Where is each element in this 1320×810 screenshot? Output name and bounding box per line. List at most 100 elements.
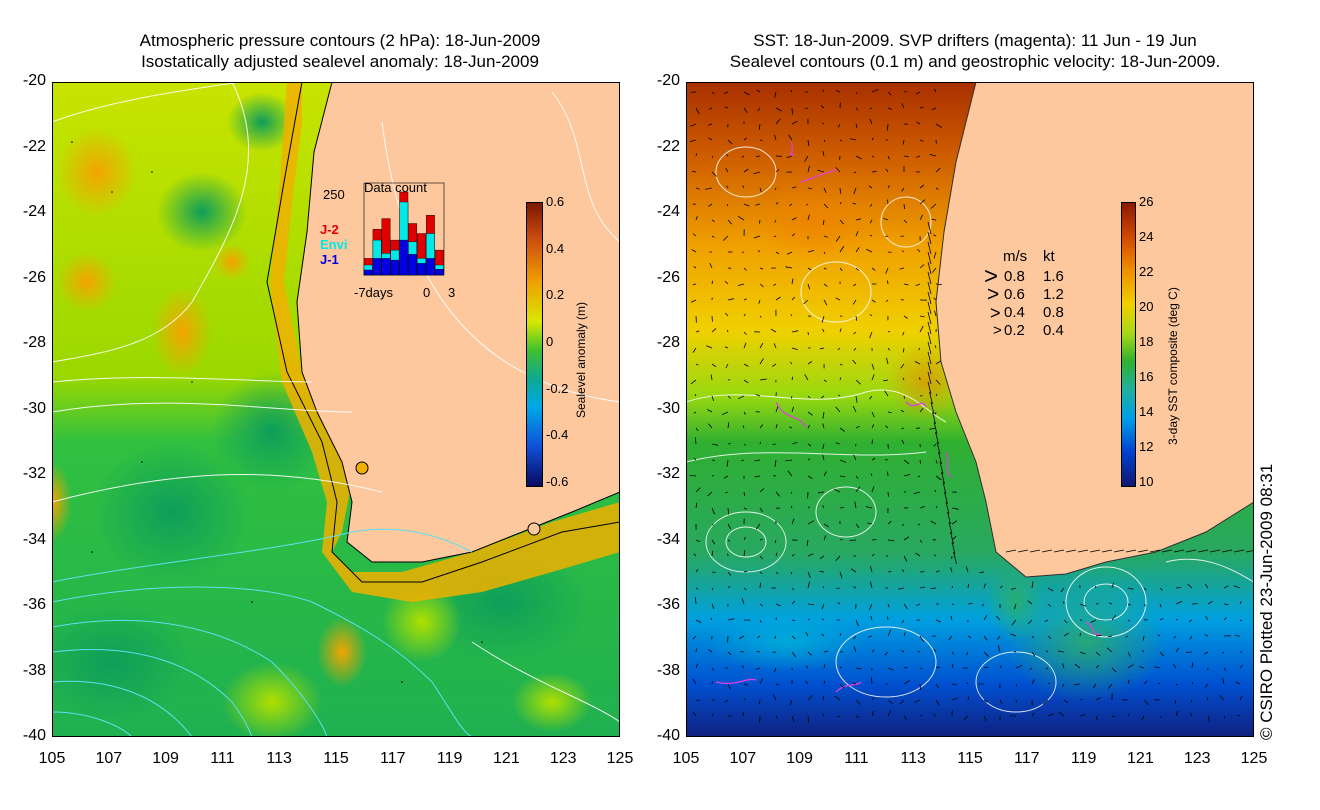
velocity-arrow — [887, 571, 892, 573]
velocity-arrow — [855, 218, 861, 221]
velocity-arrow — [1111, 582, 1114, 589]
velocity-arrow — [772, 693, 777, 701]
velocity-arrow — [1063, 619, 1068, 624]
sealevel-anomaly-image — [52, 82, 620, 737]
velocity-arrow — [853, 635, 857, 640]
velocity-arrow — [933, 713, 937, 717]
velocity-arrow — [834, 695, 841, 701]
velocity-arrow — [1027, 619, 1033, 625]
velocity-arrow — [743, 683, 749, 686]
velocity-arrow — [758, 299, 761, 304]
velocity-arrow — [1143, 603, 1147, 607]
velocity-arrow — [981, 603, 985, 607]
velocity-arrow — [1111, 667, 1117, 673]
histogram-bar-j1 — [381, 258, 391, 276]
y-tick-label: -34 — [22, 530, 46, 548]
velocity-arrow — [903, 473, 911, 477]
velocity-arrow — [1209, 549, 1221, 553]
velocity-arrow — [822, 695, 825, 701]
colorbar-tick: 24 — [1139, 229, 1154, 244]
velocity-arrow — [727, 329, 729, 333]
velocity-arrow — [823, 650, 829, 653]
velocity-arrow — [743, 698, 746, 701]
velocity-arrow — [695, 216, 698, 221]
velocity-arrow — [927, 381, 932, 395]
velocity-arrow — [1159, 603, 1162, 608]
velocity-arrow — [791, 278, 794, 285]
velocity-arrow — [822, 713, 825, 717]
velocity-arrow — [791, 217, 797, 221]
velocity-arrow — [755, 155, 761, 157]
velocity-arrow — [927, 261, 932, 275]
velocity-arrow — [759, 555, 763, 560]
velocity-arrow — [822, 443, 825, 450]
velocity-arrow — [695, 187, 700, 190]
velocity-arrow — [839, 139, 842, 142]
velocity-arrow — [1127, 651, 1131, 657]
velocity-arrow — [1127, 713, 1130, 717]
velocity-arrow — [927, 241, 932, 255]
velocity-arrow — [853, 347, 857, 351]
velocity-arrow — [759, 582, 761, 589]
left-map-title: Atmospheric pressure contours (2 hPa): 1… — [50, 30, 630, 72]
velocity-arrow — [1142, 635, 1145, 641]
velocity-arrow — [722, 235, 729, 241]
velocity-arrow — [791, 376, 794, 381]
velocity-arrow — [1142, 649, 1145, 653]
velocity-arrow — [775, 296, 781, 301]
velocity-arrow — [916, 603, 921, 606]
y-tick-label: -22 — [22, 137, 46, 155]
velocity-arrow — [708, 203, 713, 207]
velocity-arrow — [903, 632, 906, 637]
velocity-arrow — [839, 363, 843, 366]
colorbar-tick: -0.6 — [546, 474, 569, 489]
velocity-arrow — [935, 475, 942, 481]
velocity-arrow — [1175, 683, 1179, 686]
velocity-arrow — [823, 267, 827, 270]
x-tick-label: 105 — [672, 750, 700, 767]
velocity-arrow — [1154, 666, 1161, 669]
velocity-arrow — [727, 539, 731, 542]
velocity-arrow — [1173, 635, 1177, 639]
velocity-arrow — [1221, 549, 1233, 553]
velocity-arrow — [1204, 583, 1209, 589]
velocity-arrow — [933, 648, 937, 653]
velocity-arrow — [967, 635, 972, 639]
velocity-arrow — [741, 598, 745, 605]
velocity-arrow — [963, 715, 969, 720]
velocity-arrow — [743, 298, 747, 301]
velocity-arrow — [791, 554, 795, 557]
velocity-arrow — [821, 618, 825, 621]
velocity-arrow — [819, 555, 825, 560]
velocity-arrow — [1222, 651, 1225, 654]
velocity-arrow — [1127, 587, 1134, 590]
velocity-arrow — [915, 91, 921, 95]
velocity-arrow — [695, 427, 699, 431]
y-tick-label: -32 — [656, 465, 680, 482]
velocity-arrow — [775, 423, 778, 429]
velocity-arrow — [950, 531, 954, 545]
velocity-arrow — [885, 235, 889, 237]
colorbar-tick: 0 — [546, 334, 554, 349]
velocity-arrow — [1031, 581, 1034, 589]
velocity-arrow — [727, 507, 729, 515]
velocity-arrow — [835, 406, 841, 413]
velocity-arrow — [743, 203, 750, 207]
velocity-arrow — [742, 185, 745, 189]
velocity-legend-ms: 0.8 — [1004, 268, 1025, 285]
velocity-arrow — [901, 439, 905, 445]
velocity-arrow — [935, 360, 941, 365]
velocity-arrow — [1047, 587, 1054, 592]
velocity-arrow — [791, 296, 795, 301]
velocity-arrow — [759, 424, 764, 429]
velocity-arrow — [1113, 549, 1125, 553]
velocity-arrow — [759, 603, 763, 607]
velocity-arrow — [694, 437, 697, 445]
velocity-arrow — [934, 310, 937, 317]
velocity-arrow — [839, 633, 842, 637]
velocity-arrow — [903, 603, 908, 610]
x-tick-label: 117 — [380, 750, 406, 767]
velocity-arrow — [999, 585, 1003, 589]
velocity-arrow — [755, 203, 761, 206]
x-tick-label: 111 — [210, 750, 235, 767]
